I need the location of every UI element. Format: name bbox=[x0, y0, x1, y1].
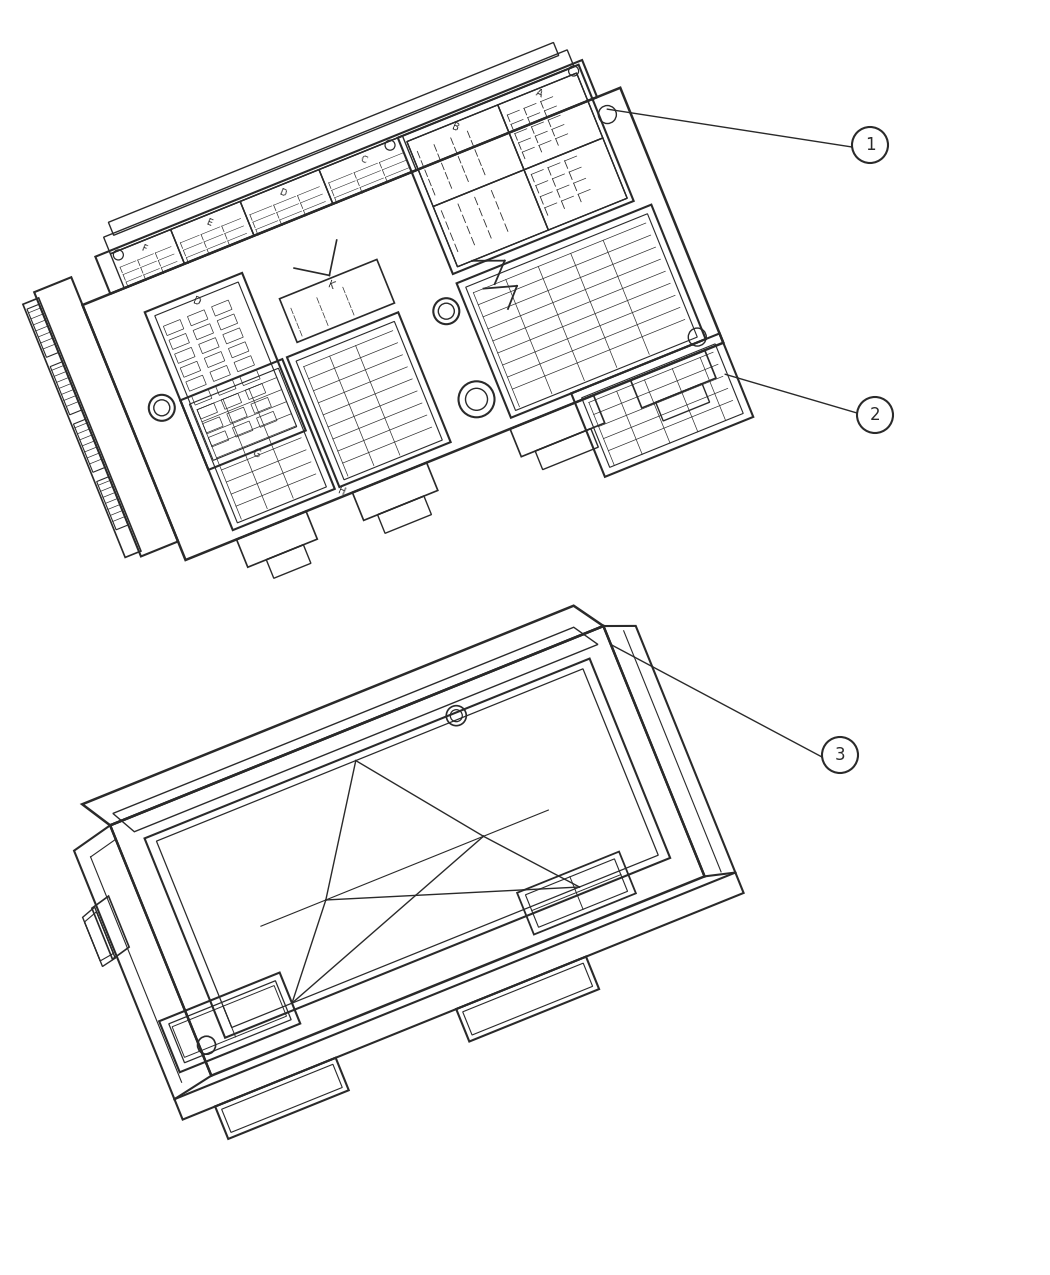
Text: 1: 1 bbox=[865, 136, 876, 154]
Text: 2: 2 bbox=[869, 405, 880, 425]
Text: D: D bbox=[191, 296, 202, 309]
Text: G: G bbox=[251, 448, 261, 460]
Text: D: D bbox=[277, 187, 288, 199]
Text: F: F bbox=[140, 244, 148, 254]
Text: E: E bbox=[204, 218, 213, 228]
Text: K: K bbox=[327, 279, 336, 291]
Text: A: A bbox=[534, 88, 545, 99]
Text: H: H bbox=[336, 486, 346, 497]
Text: B: B bbox=[450, 121, 460, 134]
Text: C: C bbox=[359, 154, 369, 166]
Text: 3: 3 bbox=[835, 746, 845, 764]
